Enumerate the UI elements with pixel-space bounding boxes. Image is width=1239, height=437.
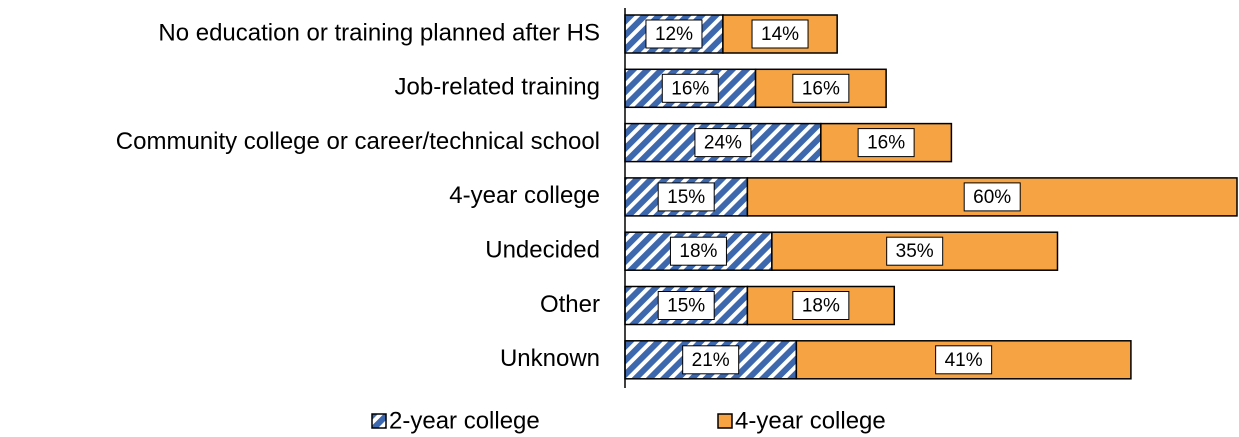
value-label: 16%	[867, 133, 905, 154]
value-label: 16%	[802, 78, 840, 99]
value-label-box	[935, 345, 993, 375]
category-label: No education or training planned after H…	[158, 19, 600, 46]
value-label: 16%	[671, 78, 709, 99]
value-label: 60%	[973, 187, 1011, 208]
value-label: 18%	[802, 296, 840, 317]
legend-swatch	[717, 413, 733, 429]
category-label: Community college or career/technical sc…	[116, 128, 600, 155]
value-label-box	[886, 236, 944, 266]
value-label: 35%	[896, 241, 934, 262]
value-label: 18%	[679, 241, 717, 262]
value-label-box	[682, 345, 740, 375]
category-label: Undecided	[485, 237, 600, 264]
value-label-box	[657, 182, 715, 212]
category-label: 4-year college	[449, 182, 600, 209]
value-label-box	[645, 19, 703, 49]
value-label: 14%	[761, 24, 799, 45]
value-label-box	[963, 182, 1021, 212]
value-label-box	[792, 73, 850, 103]
value-label-box	[661, 73, 719, 103]
legend-swatch	[371, 413, 387, 429]
legend-label: 4-year college	[735, 407, 886, 434]
value-label-box	[792, 291, 850, 320]
value-label-box	[657, 291, 715, 320]
value-label: 15%	[667, 296, 705, 317]
value-label-box	[694, 128, 752, 158]
legend-label: 2-year college	[389, 407, 540, 434]
value-label-box	[751, 19, 809, 49]
value-label: 21%	[692, 350, 730, 371]
category-label: Unknown	[500, 345, 600, 372]
category-label: Job-related training	[395, 74, 600, 101]
value-label: 15%	[667, 187, 705, 208]
value-label: 41%	[945, 350, 983, 371]
value-label: 24%	[704, 133, 742, 154]
value-label-box	[669, 236, 727, 266]
value-label: 12%	[655, 24, 693, 45]
value-label-box	[857, 128, 915, 158]
category-label: Other	[540, 291, 600, 318]
